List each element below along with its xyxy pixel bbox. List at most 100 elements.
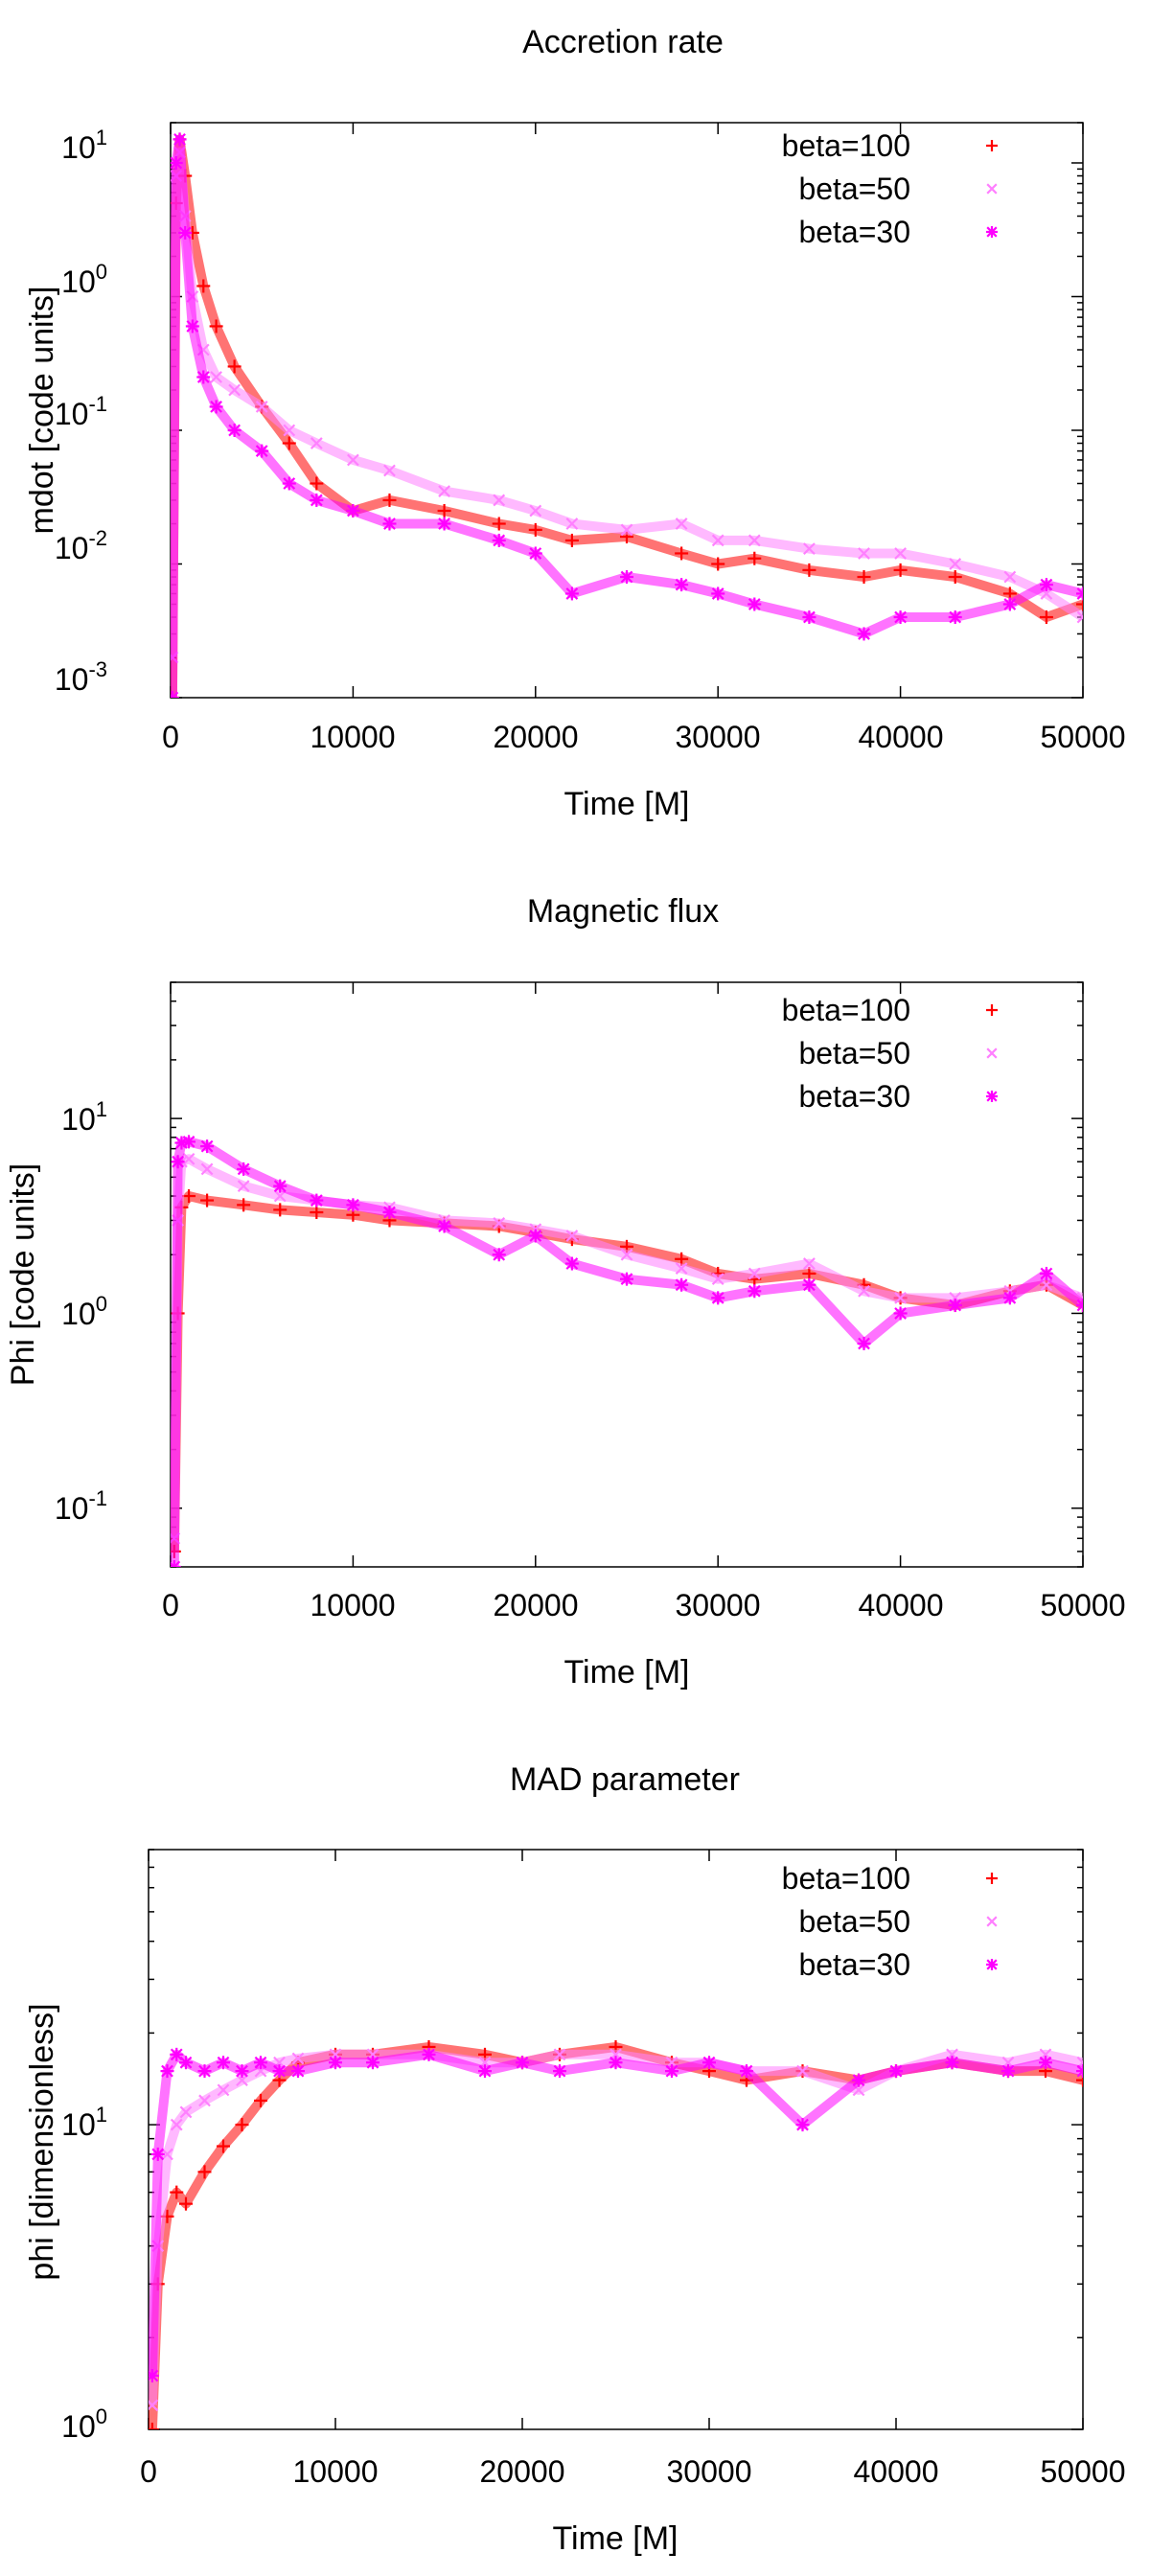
data-point [196, 279, 211, 293]
legend-marker [986, 1004, 998, 1016]
data-point [1001, 2064, 1015, 2079]
data-point [178, 225, 193, 240]
plot-layer: beta=100 beta=50 beta=30 [170, 981, 1084, 1568]
legend-label: beta=100 [782, 128, 910, 163]
data-point [478, 2064, 492, 2079]
data-point [802, 1277, 816, 1292]
data-point [200, 1139, 215, 1154]
data-point [217, 2083, 230, 2097]
data-point [620, 1272, 633, 1286]
data-point [182, 1152, 196, 1165]
legend-label: beta=30 [798, 1947, 910, 1982]
data-point [803, 1257, 816, 1270]
data-point [796, 2064, 809, 2078]
data-point [437, 503, 451, 518]
legend-label: beta=50 [798, 1036, 910, 1070]
y-tick-label: 100 [61, 1292, 107, 1331]
y-tick-label: 10-3 [55, 657, 107, 697]
data-point [1039, 1266, 1053, 1280]
legend-marker [986, 1091, 998, 1102]
series-beta-100 [171, 132, 1083, 698]
x-tick-label: 10000 [310, 1588, 396, 1622]
data-point [1076, 597, 1083, 611]
data-point [310, 437, 323, 449]
data-point [1076, 586, 1083, 601]
data-point [675, 518, 688, 530]
y-axis-label: phi [dimensionless] [24, 2003, 60, 2280]
data-point [172, 132, 187, 147]
x-tick-label: 0 [140, 2454, 157, 2489]
data-point [209, 319, 223, 334]
legend-marker [986, 183, 998, 195]
data-point [740, 2064, 753, 2079]
data-point [852, 2073, 865, 2087]
data-point [346, 503, 360, 518]
data-point [182, 1135, 196, 1149]
data-point [179, 2056, 193, 2070]
data-point [1076, 1299, 1083, 1313]
data-point [237, 1180, 250, 1193]
series-beta-100 [171, 1189, 1083, 1558]
x-tick-label: 20000 [494, 720, 579, 754]
data-point [564, 533, 579, 547]
x-tick-label: 40000 [854, 2454, 939, 2489]
plot-frame [170, 981, 1084, 1568]
data-point [711, 534, 724, 547]
data-point [254, 2056, 267, 2070]
x-tick-label: 10000 [293, 2454, 379, 2489]
data-point [217, 2056, 230, 2070]
data-point [564, 586, 579, 601]
data-point [149, 2423, 159, 2429]
series-beta-30 [171, 1135, 1083, 1567]
legend-label: beta=100 [782, 1861, 910, 1896]
data-point [1076, 2064, 1083, 2079]
data-point [894, 547, 907, 560]
data-point [283, 424, 296, 437]
data-point [748, 597, 762, 611]
x-tick-label: 40000 [859, 720, 944, 754]
x-tick-label: 50000 [1041, 1588, 1126, 1622]
x-tick-labels: 0 10000 20000 30000 40000 50000 [162, 720, 1125, 754]
series-band [171, 147, 1083, 658]
data-point [227, 359, 242, 374]
data-point [675, 578, 689, 592]
data-point [893, 610, 908, 625]
data-point [802, 1266, 816, 1280]
data-point [282, 436, 296, 450]
series-band [171, 1191, 1083, 1552]
chart-title: Magnetic flux [527, 893, 719, 930]
data-point [366, 2056, 380, 2070]
data-point [620, 1248, 633, 1261]
data-point [171, 155, 183, 170]
data-point [492, 1248, 506, 1262]
y-axis-label: Phi [code units] [5, 1163, 41, 1386]
legend: beta=100 beta=50 beta=30 [782, 993, 998, 1114]
y-tick-label: 10-1 [55, 1486, 107, 1526]
data-point [665, 2064, 678, 2079]
data-point [310, 1206, 324, 1220]
data-point [179, 2196, 193, 2211]
data-point [1002, 1291, 1017, 1305]
data-point [528, 546, 542, 561]
data-point [609, 2056, 623, 2070]
data-point [235, 2064, 249, 2079]
series-beta-30 [171, 132, 1083, 698]
plot-frame [148, 1849, 1084, 2430]
chart-mad-parameter: MAD parameter 100 101 0 10000 20000 3000… [24, 1761, 1125, 2557]
data-point [675, 1262, 688, 1275]
data-point [492, 517, 506, 531]
legend-marker [986, 1047, 998, 1059]
data-point [200, 1193, 215, 1208]
data-point [228, 383, 242, 397]
data-point [329, 2056, 342, 2070]
data-point [182, 1189, 196, 1204]
data-point [493, 494, 506, 507]
data-point [235, 2118, 249, 2132]
series-beta-50 [149, 2048, 1083, 2412]
data-point [237, 1198, 251, 1212]
data-point [422, 2047, 436, 2061]
series-band [149, 2049, 1083, 2377]
y-tick-label: 100 [61, 260, 107, 299]
x-axis-label: Time [M] [564, 786, 690, 822]
